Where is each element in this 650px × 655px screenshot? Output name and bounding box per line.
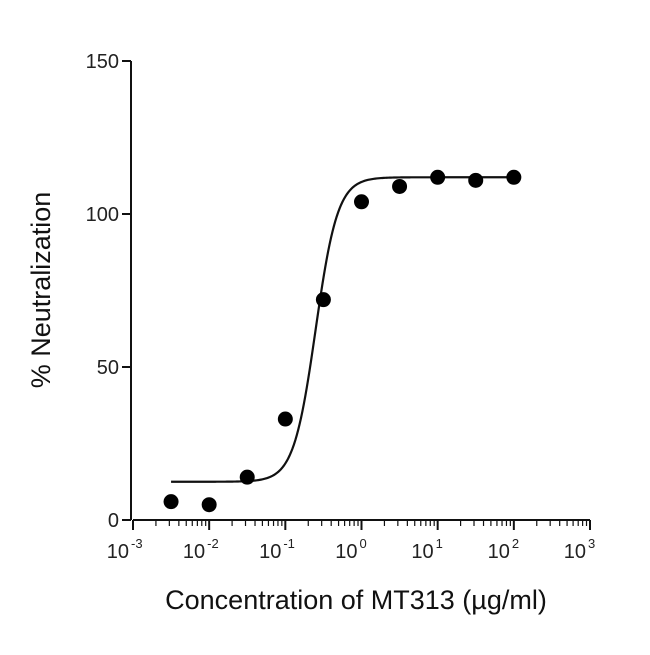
x-tick-label-base: 10 xyxy=(564,541,586,563)
data-point xyxy=(392,178,408,194)
data-point xyxy=(430,169,446,185)
y-tick-label: 0 xyxy=(108,510,119,532)
data-point xyxy=(277,411,293,427)
data-point xyxy=(239,469,255,485)
data-point xyxy=(506,169,522,185)
x-tick-label: 10 2 xyxy=(488,536,519,563)
x-tick-label-base: 10 xyxy=(183,541,205,563)
x-tick-label-exponent: -2 xyxy=(207,536,219,551)
y-tick-label: 100 xyxy=(86,204,119,226)
x-tick-label-exponent: 0 xyxy=(360,536,367,551)
x-tick-label-base: 10 xyxy=(411,541,433,563)
x-axis-title: Concentration of MT313 (µg/ml) xyxy=(165,585,547,615)
y-tick-label: 150 xyxy=(86,51,119,73)
data-point xyxy=(315,292,331,308)
fit-curve xyxy=(171,176,514,483)
x-tick-label-base: 10 xyxy=(107,541,129,563)
x-tick-label: 10 1 xyxy=(411,536,442,563)
x-tick-label: 10 -1 xyxy=(259,536,295,563)
x-tick-label: 10 -3 xyxy=(107,536,143,563)
fit-curve-layer xyxy=(171,176,514,483)
x-tick-label-exponent: 2 xyxy=(512,536,519,551)
data-point xyxy=(354,194,369,210)
data-points-layer xyxy=(163,169,522,513)
x-tick-label-exponent: -1 xyxy=(283,536,295,551)
x-tick-label: 10 -2 xyxy=(183,536,219,563)
data-point xyxy=(468,172,484,188)
x-tick-label-exponent: -3 xyxy=(131,536,143,551)
x-tick-label: 10 3 xyxy=(564,536,595,563)
x-tick-label-exponent: 1 xyxy=(436,536,443,551)
x-tick-label-base: 10 xyxy=(259,541,281,563)
y-axis-title: % Neutralization xyxy=(26,192,56,389)
data-point xyxy=(201,497,217,513)
x-tick-label-exponent: 3 xyxy=(588,536,595,551)
data-point xyxy=(163,494,179,510)
x-tick-label-base: 10 xyxy=(335,541,357,563)
y-tick-label: 50 xyxy=(97,357,119,379)
x-tick-label-base: 10 xyxy=(488,541,510,563)
x-tick-label: 10 0 xyxy=(335,536,366,563)
